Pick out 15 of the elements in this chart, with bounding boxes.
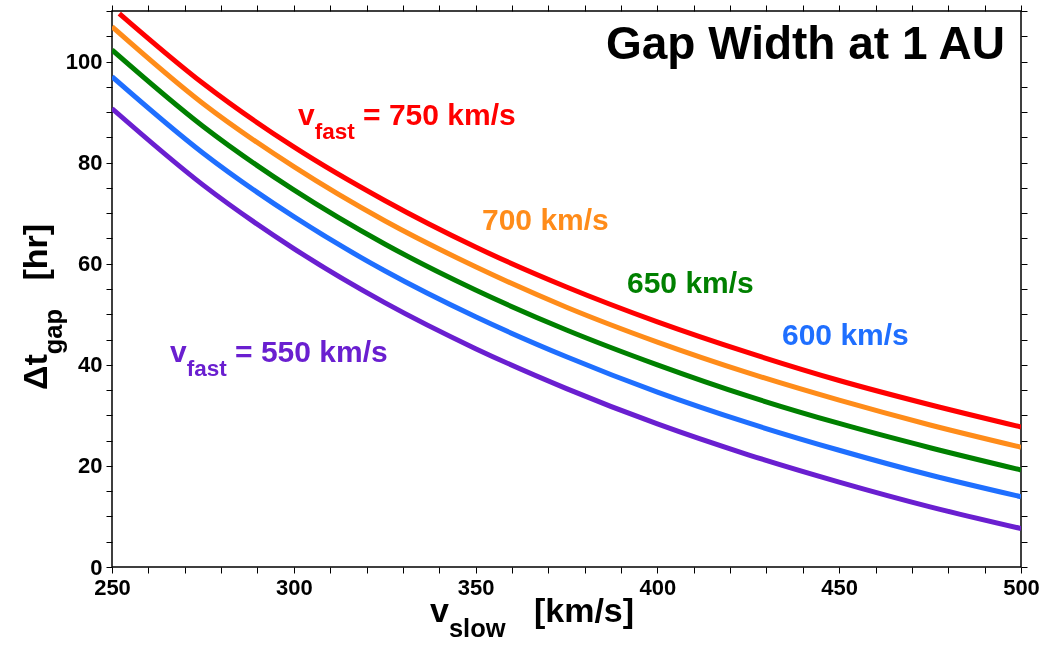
y-tick-label: 100	[65, 49, 103, 75]
series-label: 700 km/s	[482, 203, 609, 236]
x-tick-label: 500	[1003, 574, 1040, 600]
x-tick-label: 450	[821, 574, 859, 600]
chart-title: Gap Width at 1 AU	[605, 17, 1005, 69]
y-tick-label: 80	[78, 150, 103, 176]
y-tick-label: 40	[78, 352, 103, 378]
y-tick-label: 20	[78, 453, 103, 479]
series-label: v$_{fast}$ = 750 km/s	[298, 98, 516, 144]
text: 600 km/s	[782, 318, 909, 351]
series-label: v$_{fast}$ = 550 km/s	[170, 335, 388, 381]
y-tick-label: 60	[78, 251, 103, 277]
series-label: 650 km/s	[627, 266, 754, 299]
x-tick-label: 400	[639, 574, 677, 600]
x-tick-label: 300	[275, 574, 313, 600]
